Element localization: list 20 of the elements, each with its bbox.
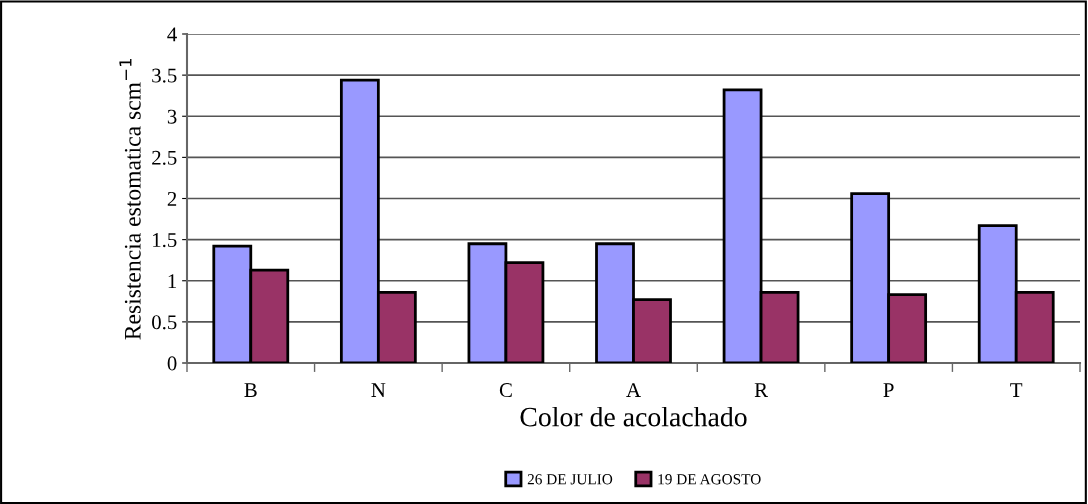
- y-tick-label: 4: [167, 27, 177, 42]
- y-tick-label: 0.5: [152, 315, 177, 330]
- y-axis-title: Resistencia estomatica scm$^{−1}$: [119, 58, 141, 340]
- x-tick-label: P: [883, 383, 894, 397]
- x-tick-label: R: [754, 383, 768, 397]
- y-tick-label: 2: [167, 191, 177, 206]
- x-tick-label: T: [1010, 383, 1023, 397]
- y-tick-label: 0: [167, 356, 177, 371]
- y-tick-label: 1.5: [153, 233, 177, 248]
- x-tick-label: A: [626, 383, 641, 397]
- x-tick-label: N: [371, 383, 386, 397]
- y-tick-label: 2.5: [152, 150, 177, 165]
- y-tick-label: 1: [168, 274, 177, 288]
- x-tick-label: B: [244, 383, 257, 397]
- y-tick-label: 3: [167, 109, 177, 124]
- x-tick-label: C: [499, 383, 512, 398]
- x-axis-title: Color de acolachado: [520, 406, 747, 427]
- legend-label: 26 DE JULIO: [527, 474, 613, 485]
- y-tick-label: 3.5: [152, 68, 177, 83]
- legend-label: 19 DE AGOSTO: [658, 474, 761, 485]
